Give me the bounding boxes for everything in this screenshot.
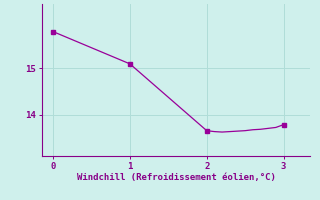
X-axis label: Windchill (Refroidissement éolien,°C): Windchill (Refroidissement éolien,°C): [76, 173, 276, 182]
